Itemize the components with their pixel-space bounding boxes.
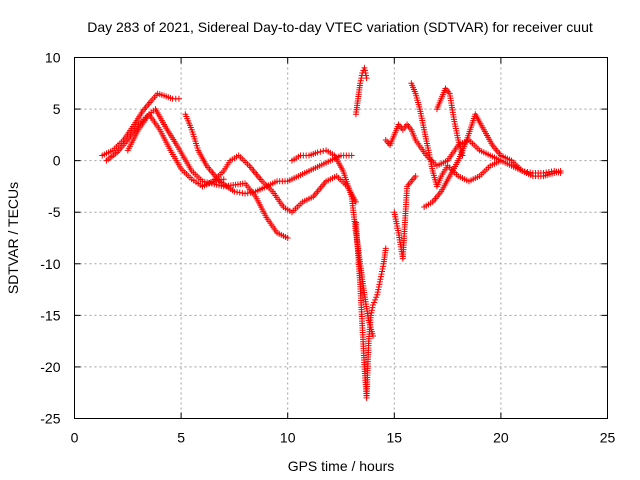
data-point (368, 307, 375, 314)
grid-lines (74, 57, 608, 419)
series-arc-4 (182, 111, 355, 197)
plot-frame (74, 57, 608, 419)
data-point (377, 276, 384, 283)
data-point (362, 69, 369, 76)
data-point (379, 265, 386, 272)
data-point (357, 77, 364, 84)
data-point (373, 294, 380, 301)
data-point (497, 157, 504, 164)
series-arc-5 (199, 152, 359, 216)
data-point (220, 176, 227, 183)
data-point (352, 198, 359, 205)
data-point (358, 75, 365, 82)
data-point (361, 64, 368, 71)
y-tick-label: -10 (40, 256, 60, 272)
data-point (368, 309, 375, 316)
data-point (375, 283, 382, 290)
series-arc-12 (433, 85, 466, 159)
y-tick-label: 0 (53, 153, 61, 169)
data-point (372, 296, 379, 303)
data-point (363, 72, 370, 79)
data-point (231, 188, 238, 195)
data-point (369, 302, 376, 309)
data-point (375, 286, 382, 293)
y-tick-label: -5 (48, 204, 61, 220)
data-point (236, 189, 243, 196)
data-point (367, 312, 374, 319)
x-tick-label: 15 (387, 430, 403, 446)
data-point (379, 268, 386, 275)
x-axis-label: GPS time / hours (288, 458, 395, 474)
data-point (317, 148, 324, 155)
data-point (357, 80, 364, 87)
data-point (369, 304, 376, 311)
data-point (376, 278, 383, 285)
series-arc-3 (124, 106, 291, 241)
data-point (239, 190, 246, 197)
data-point (320, 148, 327, 155)
data-point (247, 189, 254, 196)
x-tick-label: 5 (177, 430, 185, 446)
x-tick-label: 20 (493, 430, 509, 446)
series-arc-11 (421, 111, 564, 211)
y-tick-label: 10 (45, 50, 61, 66)
data-point (363, 75, 370, 82)
data-point (284, 235, 291, 241)
y-tick-label: -25 (40, 411, 60, 427)
data-point (361, 67, 368, 74)
x-tick-label: 0 (71, 430, 79, 446)
data-point (348, 152, 355, 159)
data-point (234, 189, 241, 196)
series-arc-8 (352, 64, 370, 118)
y-tick-label: -20 (40, 359, 60, 375)
data-point (376, 281, 383, 288)
axis-ticks: 0 5 10 15 20 25 -25 -20 -15 -10 -5 0 5 10 (40, 50, 615, 446)
x-tick-label: 25 (600, 430, 616, 446)
data-point (412, 173, 419, 180)
series-arc-13 (391, 173, 419, 262)
data-point (244, 190, 251, 197)
series-arc-7 (352, 219, 389, 401)
y-tick-label: -15 (40, 307, 60, 323)
data-point (175, 95, 182, 102)
data-series (99, 64, 564, 401)
data-point (242, 190, 249, 197)
data-point (557, 167, 564, 174)
chart-title: Day 283 of 2021, Sidereal Day-to-day VTE… (87, 19, 593, 35)
data-point (250, 189, 257, 196)
data-point (378, 271, 385, 278)
data-point (314, 149, 321, 156)
y-axis-label: SDTVAR / TECUs (5, 182, 21, 294)
data-point (377, 273, 384, 280)
data-point (382, 245, 389, 252)
x-tick-label: 10 (280, 430, 296, 446)
y-tick-label: 5 (53, 101, 61, 117)
data-point (459, 152, 466, 159)
data-point (374, 291, 381, 298)
data-point (374, 289, 381, 296)
data-point (380, 263, 387, 270)
series-arc-10 (408, 80, 504, 190)
data-point (371, 299, 378, 306)
